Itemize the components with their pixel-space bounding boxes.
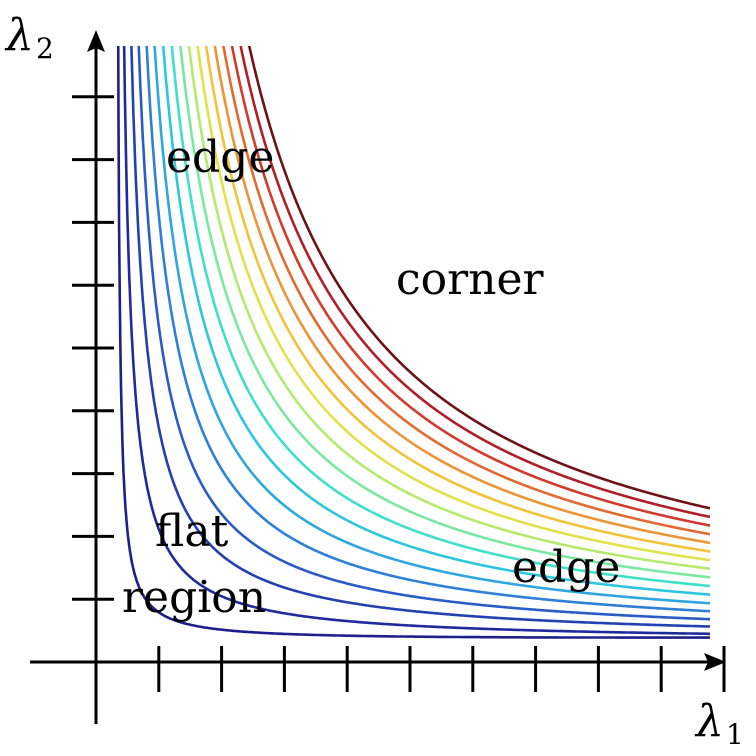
label-flat: flat: [155, 506, 229, 557]
contour-level-1: [116, 46, 710, 639]
label-region: region: [122, 572, 266, 623]
y-axis-arrowhead: [87, 30, 105, 52]
x-axis-ticks: [157, 646, 726, 692]
contour-level-4: [137, 46, 710, 621]
y-axis-ticks: [72, 95, 114, 601]
contour-level-8: [170, 46, 710, 588]
y-axis-label-subscript: 2: [36, 32, 54, 65]
contour-level-5: [145, 46, 710, 613]
contour-level-6: [153, 46, 710, 605]
contour-level-11: [196, 46, 710, 562]
label-corner: corner: [396, 254, 545, 305]
contour-level-3: [130, 46, 710, 628]
contour-level-16: [239, 46, 710, 519]
label-edge-top: edge: [166, 132, 274, 183]
y-axis-label-symbol: λ: [4, 10, 34, 61]
contour-level-7: [161, 46, 710, 596]
contour-lines: [116, 46, 710, 639]
contour-level-12: [204, 46, 710, 553]
label-edge-right: edge: [512, 542, 620, 593]
contour-level-15: [230, 46, 710, 527]
contour-level-10: [187, 46, 710, 571]
contour-level-2: [122, 46, 710, 636]
x-axis-label-subscript: 1: [726, 718, 744, 751]
contour-level-14: [222, 46, 710, 536]
contour-level-13: [213, 46, 710, 545]
contour-level-17: [247, 46, 710, 510]
x-axis-arrowhead: [704, 653, 726, 671]
contour-level-9: [179, 46, 710, 579]
x-axis-label-symbol: λ: [694, 696, 724, 747]
